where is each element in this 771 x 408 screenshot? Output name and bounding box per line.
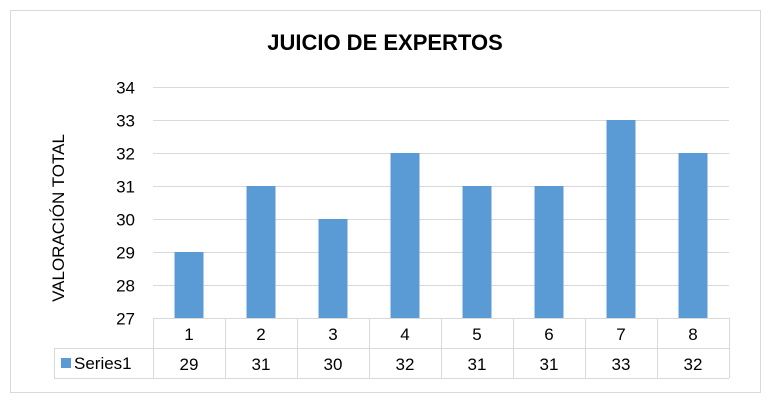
legend-swatch [61, 358, 71, 368]
x-tick-label: 7 [616, 325, 625, 344]
x-tick-label: 3 [328, 325, 337, 344]
data-table-value: 31 [468, 355, 487, 374]
legend-series-name: Series1 [74, 354, 132, 373]
data-table-value: 30 [324, 355, 343, 374]
data-table-value: 32 [684, 355, 703, 374]
chart-title: JUICIO DE EXPERTOS [267, 30, 503, 55]
bar [318, 219, 348, 318]
y-tick-label: 33 [116, 112, 135, 131]
bar [246, 186, 276, 318]
bars [174, 120, 708, 318]
y-tick-label: 28 [116, 277, 135, 296]
x-tick-label: 4 [400, 325, 409, 344]
y-tick-label: 32 [116, 145, 135, 164]
bar [534, 186, 564, 318]
data-table: 1 29 2 31 3 30 4 32 5 31 6 31 7 33 8 32 Series1 [54, 318, 730, 379]
bar [174, 252, 204, 318]
bar [390, 153, 420, 318]
x-tick-label: 5 [472, 325, 481, 344]
bar [462, 186, 492, 318]
data-table-value: 31 [540, 355, 559, 374]
y-tick-label: 30 [116, 211, 135, 230]
y-tick-label: 27 [116, 310, 135, 329]
y-axis-ticks: 27 28 29 30 31 32 33 34 [116, 79, 135, 329]
x-tick-label: 6 [544, 325, 553, 344]
chart-border [10, 10, 761, 393]
data-table-value: 33 [612, 355, 631, 374]
bar [606, 120, 636, 318]
data-table-value: 31 [252, 355, 271, 374]
x-tick-label: 2 [256, 325, 265, 344]
y-axis-label: VALORACIÓN TOTAL [49, 134, 68, 302]
y-tick-label: 31 [116, 178, 135, 197]
x-tick-label: 8 [688, 325, 697, 344]
y-tick-label: 34 [116, 79, 135, 98]
x-tick-label: 1 [184, 325, 193, 344]
y-tick-label: 29 [116, 244, 135, 263]
data-table-value: 29 [180, 355, 199, 374]
bar [678, 153, 708, 318]
data-table-value: 32 [396, 355, 415, 374]
